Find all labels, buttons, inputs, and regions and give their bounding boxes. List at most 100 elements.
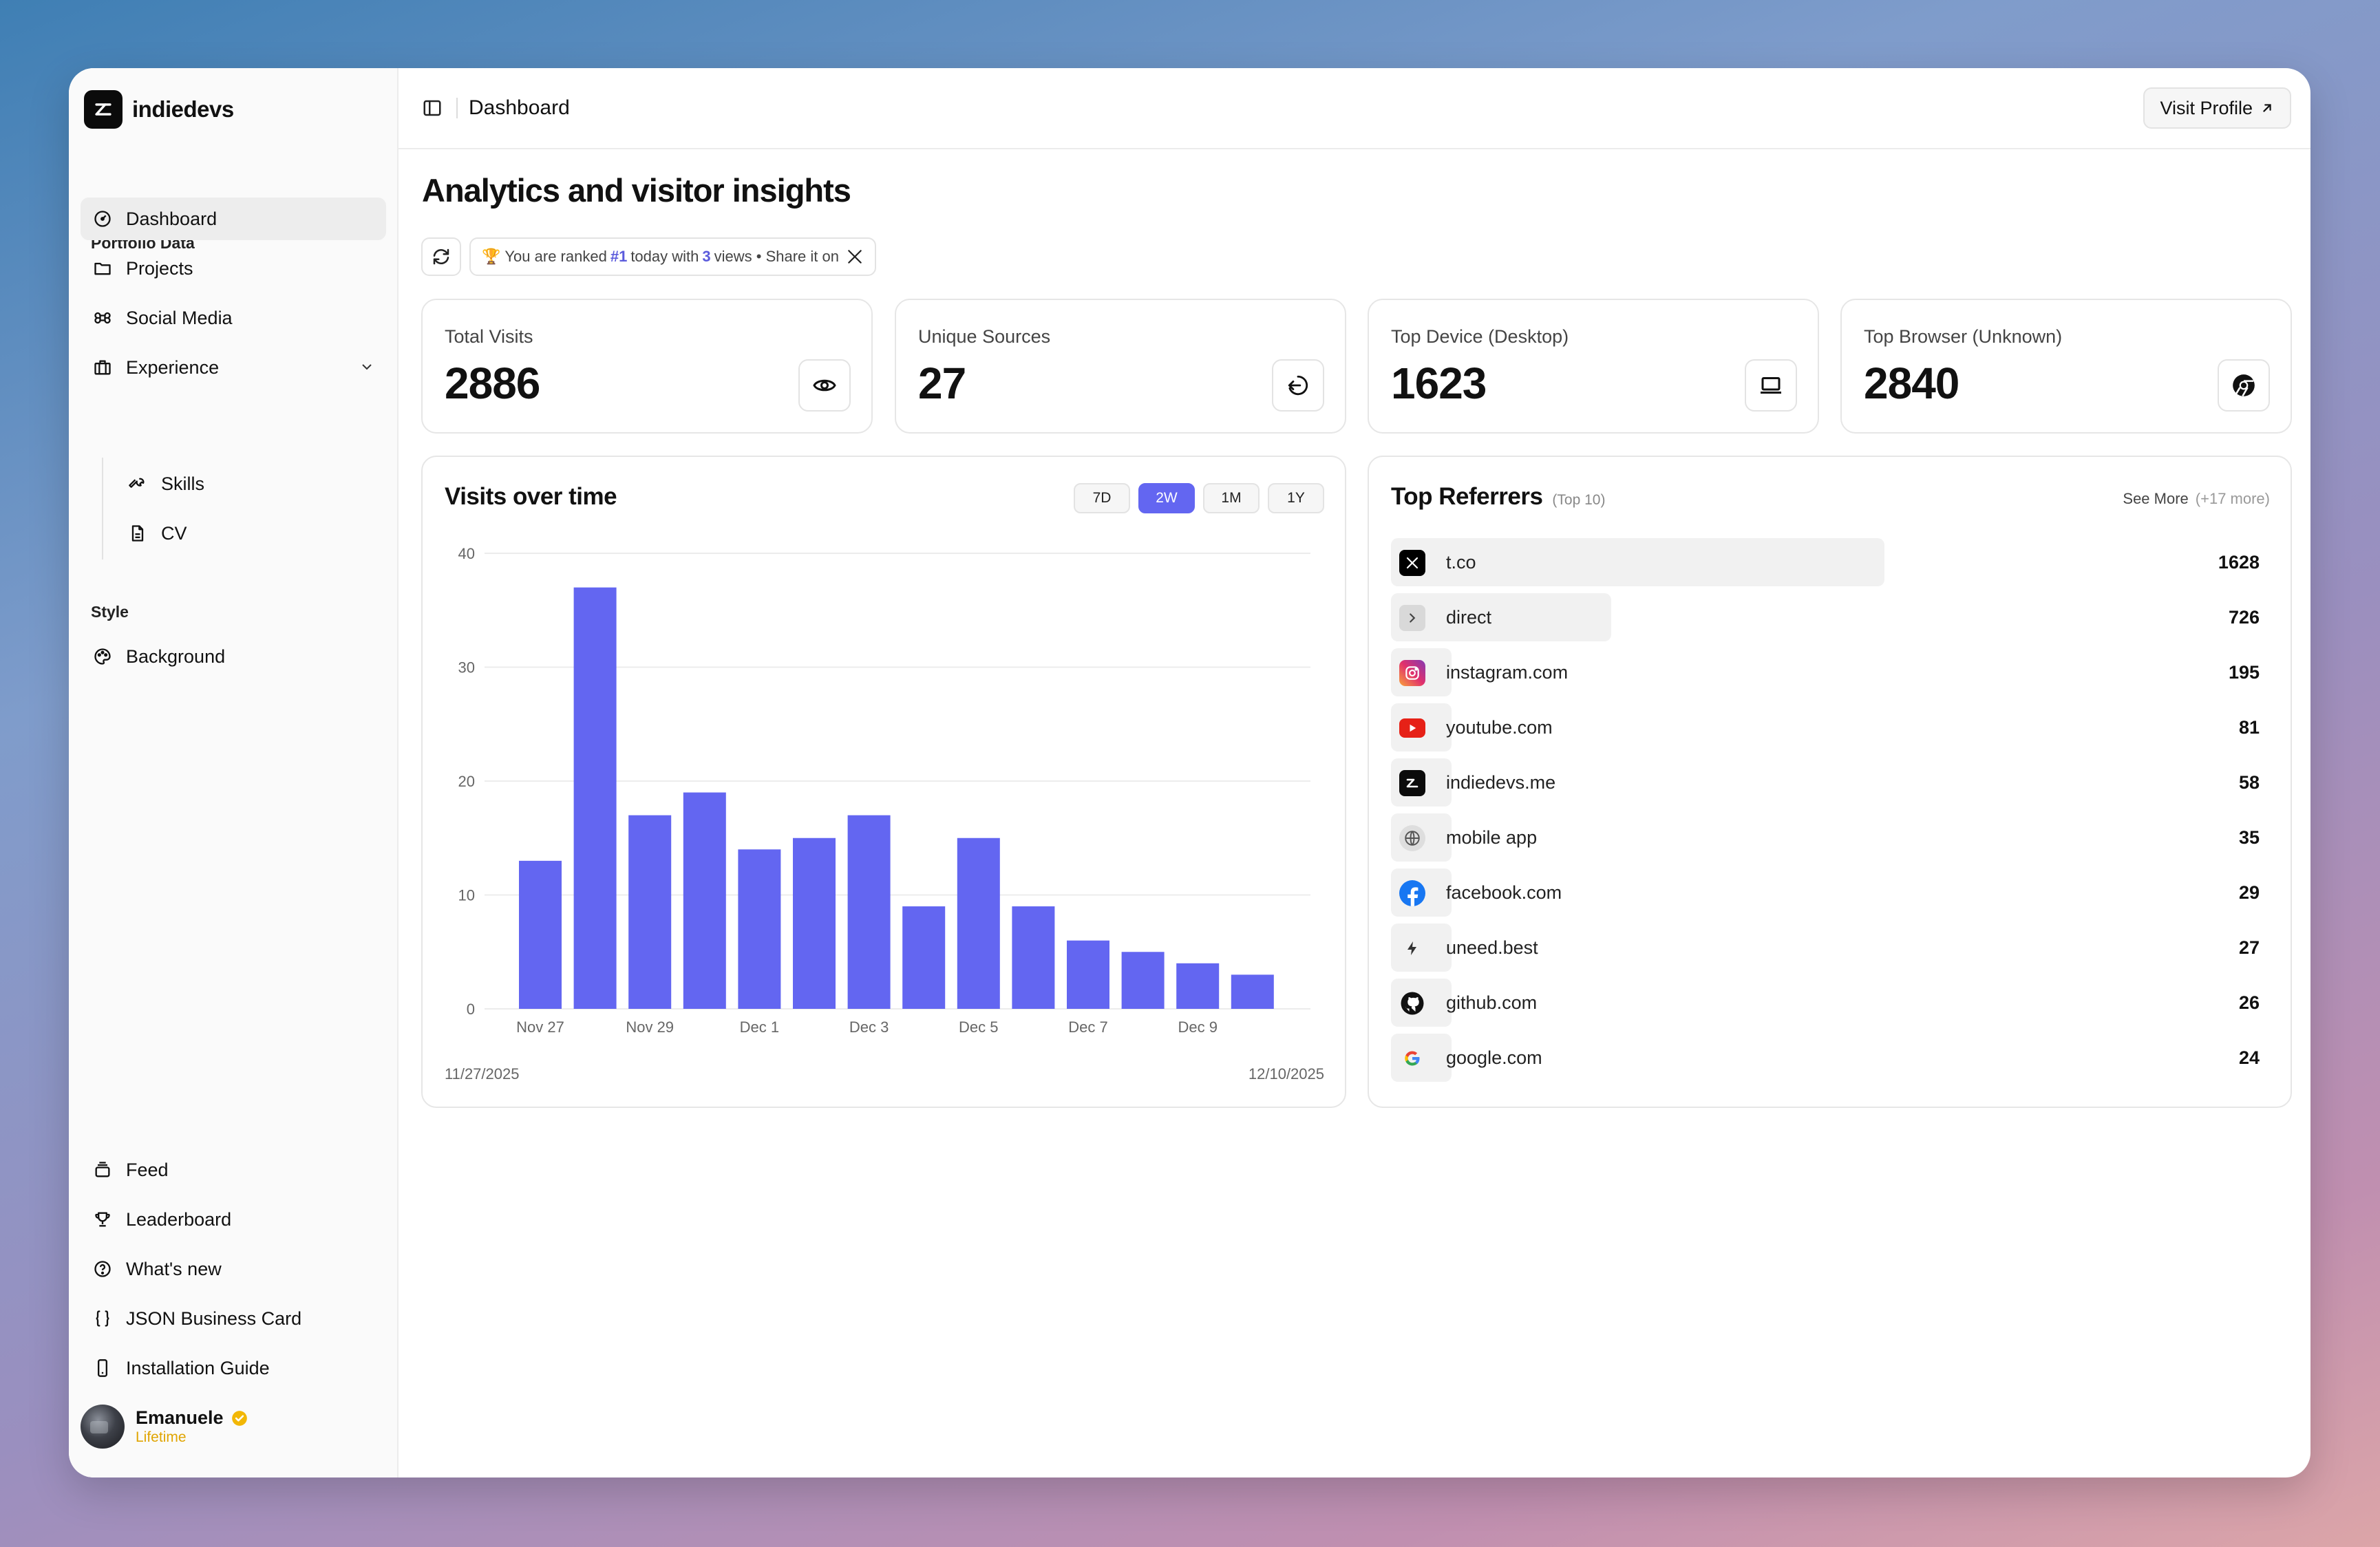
chart-bar[interactable] xyxy=(573,587,617,1009)
chart-bar[interactable] xyxy=(902,906,946,1009)
referrer-row[interactable]: github.com 26 xyxy=(1391,979,2271,1027)
referrer-count: 81 xyxy=(2238,717,2260,738)
verified-badge-icon xyxy=(231,1409,248,1427)
folder-icon xyxy=(92,257,114,279)
range-tab-7d[interactable]: 7D xyxy=(1074,483,1130,513)
range-tab-1m[interactable]: 1M xyxy=(1203,483,1260,513)
visit-profile-label: Visit Profile xyxy=(2160,97,2253,118)
brand-name: indiedevs xyxy=(132,96,234,122)
stat-label: Unique Sources xyxy=(918,326,1051,347)
facebook-icon xyxy=(1399,880,1425,906)
visit-profile-button[interactable]: Visit Profile xyxy=(2143,87,2291,129)
chart-bar[interactable] xyxy=(1176,963,1220,1009)
stat-value: 2840 xyxy=(1864,359,1959,408)
referrer-count: 27 xyxy=(2238,937,2260,958)
palette-icon xyxy=(92,646,114,668)
briefcase-icon xyxy=(92,356,114,378)
stat-label: Top Browser (Unknown) xyxy=(1864,326,2063,347)
sidebar-item-feed[interactable]: Feed xyxy=(81,1149,386,1191)
referrer-name: uneed.best xyxy=(1446,937,1538,958)
stat-card-total-visits: Total Visits 2886 xyxy=(421,299,873,434)
range-tab-1y[interactable]: 1Y xyxy=(1268,483,1324,513)
sidebar-item-social-media[interactable]: Social Media xyxy=(81,297,386,339)
sidebar-item-label: What's new xyxy=(126,1258,222,1279)
chart-bar[interactable] xyxy=(519,860,562,1009)
chart-bar[interactable] xyxy=(793,837,836,1009)
instagram-icon xyxy=(1399,660,1425,686)
referrer-row[interactable]: t.co 1628 xyxy=(1391,538,2271,586)
brand[interactable]: indiedevs xyxy=(84,90,234,129)
stat-value: 2886 xyxy=(445,359,540,408)
sidebar-item-leaderboard[interactable]: Leaderboard xyxy=(81,1198,386,1241)
user-profile[interactable]: Emanuele Lifetime xyxy=(81,1405,248,1449)
sidebar-item-label: Dashboard xyxy=(126,208,217,229)
chart-bar[interactable] xyxy=(683,792,726,1009)
breadcrumb: Dashboard xyxy=(469,96,570,119)
chart-bar[interactable] xyxy=(628,815,672,1009)
referrer-name: t.co xyxy=(1446,552,1476,573)
chart-bar[interactable] xyxy=(957,837,1000,1009)
referrer-row[interactable]: youtube.com 81 xyxy=(1391,703,2271,751)
refresh-icon xyxy=(433,248,449,265)
sidebar-item-skills[interactable]: Skills xyxy=(116,462,386,505)
x-tick-label: Nov 29 xyxy=(626,1018,674,1036)
chart-bar[interactable] xyxy=(1231,974,1274,1009)
referrer-row[interactable]: direct 726 xyxy=(1391,593,2271,641)
browser-icon xyxy=(2218,359,2270,412)
referrer-count: 24 xyxy=(2238,1047,2260,1068)
chart-bar[interactable] xyxy=(1012,906,1055,1009)
stat-label: Top Device (Desktop) xyxy=(1391,326,1569,347)
sidebar-toggle-icon[interactable] xyxy=(422,98,443,118)
rank-middle: today with xyxy=(630,248,699,265)
referrer-name: google.com xyxy=(1446,1047,1542,1068)
referrer-row[interactable]: indiedevs.me 58 xyxy=(1391,758,2271,807)
trophy-icon xyxy=(92,1208,114,1230)
sub-nav-divider xyxy=(102,458,103,559)
referrer-name: youtube.com xyxy=(1446,717,1553,738)
see-more-count: (+17 more) xyxy=(2195,490,2270,507)
sidebar-item-label: CV xyxy=(161,522,187,544)
bolt-icon xyxy=(1399,935,1425,961)
see-more-link[interactable]: See More (+17 more) xyxy=(2123,490,2270,508)
referrer-name: facebook.com xyxy=(1446,882,1562,903)
referrer-row[interactable]: facebook.com 29 xyxy=(1391,868,2271,917)
stat-label: Total Visits xyxy=(445,326,533,347)
sidebar-item-projects[interactable]: Projects xyxy=(81,247,386,290)
indiedevs-logo-icon xyxy=(84,90,123,129)
chart-bar[interactable] xyxy=(1067,940,1109,1009)
x-share-icon[interactable] xyxy=(846,248,864,266)
sidebar-item-background[interactable]: Background xyxy=(81,635,386,678)
sidebar-item-dashboard[interactable]: Dashboard xyxy=(81,198,386,240)
globe-icon xyxy=(1399,825,1425,851)
wrench-icon xyxy=(127,473,149,495)
x-tick-label: Dec 9 xyxy=(1178,1018,1217,1036)
sidebar-item-label: JSON Business Card xyxy=(126,1308,302,1329)
sidebar-item-installation-guide[interactable]: Installation Guide xyxy=(81,1347,386,1389)
referrer-row[interactable]: instagram.com 195 xyxy=(1391,648,2271,696)
x-tick-label: Dec 5 xyxy=(959,1018,998,1036)
referrer-row[interactable]: uneed.best 27 xyxy=(1391,924,2271,972)
chart-bar[interactable] xyxy=(1121,952,1165,1009)
range-tab-2w[interactable]: 2W xyxy=(1138,483,1195,513)
rank-value: #1 xyxy=(610,248,628,265)
chart-bar[interactable] xyxy=(847,815,891,1009)
github-icon xyxy=(1399,990,1425,1016)
chevron-down-icon[interactable] xyxy=(359,359,375,380)
referrer-row[interactable]: mobile app 35 xyxy=(1391,813,2271,862)
referrer-count: 29 xyxy=(2238,882,2260,903)
referrer-name: instagram.com xyxy=(1446,662,1569,683)
sidebar: indiedevs Portfolio Data Dashboard Proje… xyxy=(69,68,399,1477)
chart-bar[interactable] xyxy=(738,849,781,1009)
refresh-button[interactable] xyxy=(421,237,461,276)
sidebar-item-cv[interactable]: CV xyxy=(116,512,386,555)
sidebar-item-json-business-card[interactable]: JSON Business Card xyxy=(81,1297,386,1340)
rank-prefix: You are ranked xyxy=(504,248,607,265)
google-icon xyxy=(1399,1045,1425,1071)
sidebar-item-whats-new[interactable]: What's new xyxy=(81,1248,386,1290)
x-tick-label: Dec 1 xyxy=(740,1018,779,1036)
eye-icon xyxy=(798,359,851,412)
sidebar-item-experience[interactable]: Experience xyxy=(81,346,386,389)
rank-suffix: views • Share it on xyxy=(714,248,839,265)
chart-title: Visits over time xyxy=(445,483,617,510)
referrer-row[interactable]: google.com 24 xyxy=(1391,1034,2271,1082)
